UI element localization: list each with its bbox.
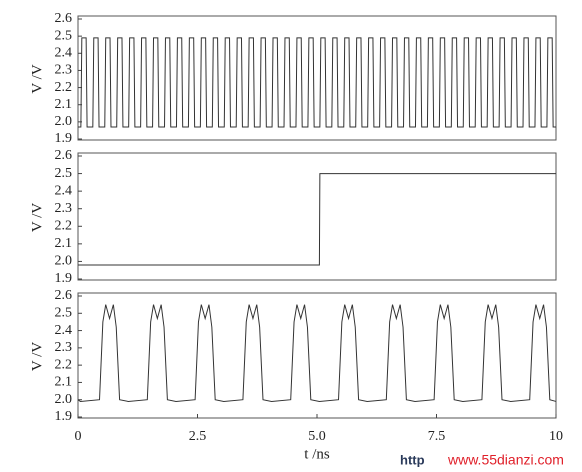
y-tick-label: 1.9 [55,409,73,424]
y-tick-label: 2.4 [55,323,73,338]
y-tick-label: 2.5 [55,28,73,43]
y-tick-label: 2.2 [55,357,73,372]
y-axis-label: V /V [29,342,45,371]
x-tick-label: 10 [549,429,563,444]
x-tick-label: 2.5 [189,429,207,444]
waveform [78,37,556,128]
x-tick-label: 0 [75,429,82,444]
watermark-site: www.55dianzi.com [447,452,564,468]
y-tick-label: 1.9 [55,271,73,286]
x-tick-label: 7.5 [428,429,446,444]
y-tick-label: 2.3 [55,201,73,216]
y-tick-label: 2.4 [55,46,73,61]
y-tick-label: 2.3 [55,63,73,78]
y-tick-label: 2.1 [55,375,73,390]
y-tick-label: 2.4 [55,183,73,198]
waveform [77,304,557,402]
x-axis-label: t /ns [304,446,330,462]
y-tick-label: 2.1 [55,236,73,251]
y-tick-label: 2.0 [55,114,73,129]
y-tick-label: 2.5 [55,166,73,181]
y-tick-label: 2.6 [55,11,73,26]
watermark-prefix: http [400,452,425,467]
y-tick-label: 2.6 [55,288,73,303]
x-tick-label: 5.0 [308,429,326,444]
y-tick-label: 2.5 [55,306,73,321]
y-tick-label: 2.6 [55,148,73,163]
y-tick-label: 2.0 [55,254,73,269]
panel-frame [77,152,557,281]
y-tick-label: 1.9 [55,131,73,146]
y-tick-label: 2.2 [55,219,73,234]
waveform [78,173,556,266]
y-tick-label: 2.3 [55,340,73,355]
y-tick-label: 2.2 [55,80,73,95]
panel-frame [77,15,557,141]
y-axis-label: V /V [29,64,45,93]
y-tick-label: 2.0 [55,392,73,407]
y-axis-label: V /V [29,203,45,232]
y-tick-label: 2.1 [55,97,73,112]
